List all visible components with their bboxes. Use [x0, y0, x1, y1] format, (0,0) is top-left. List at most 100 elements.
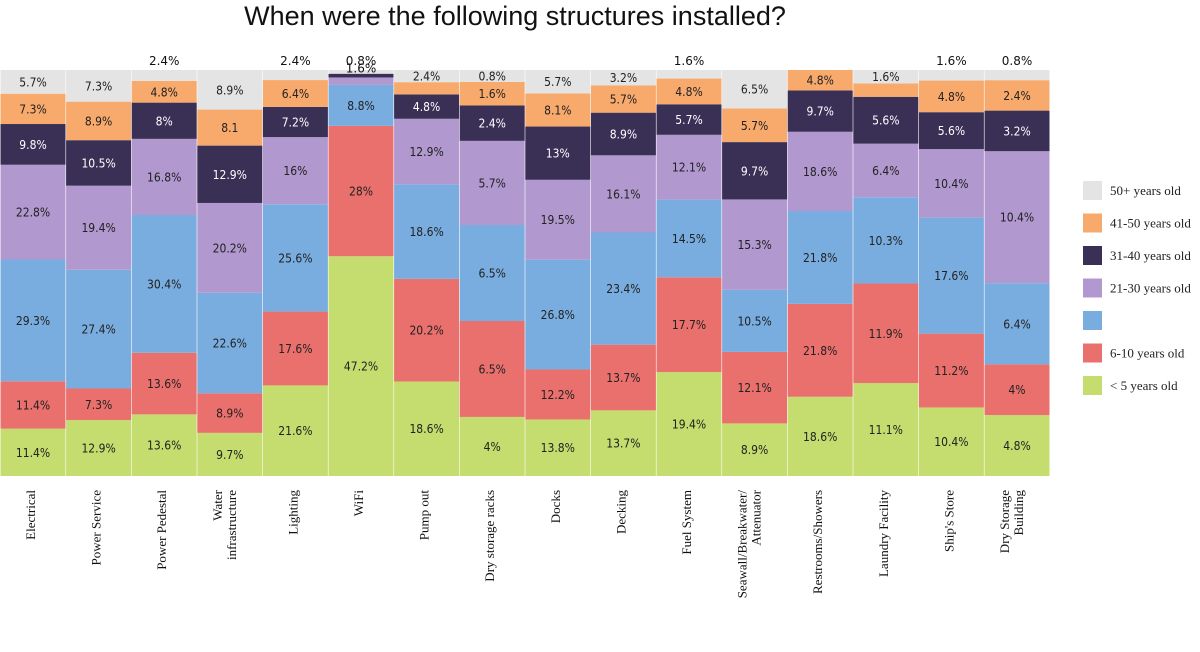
bar-segment-decking-41-50-years-old — [590, 85, 656, 113]
category-labels-group: Electrical Power Service Power Pedestal Wat… — [23, 489, 1026, 598]
bar-segment-dry-storage-building-41-50-years-old — [984, 80, 1050, 111]
bar-segment-lighting-50-years-old — [262, 70, 328, 81]
data-label-restrooms-showers-31-40-years-old: 9.7% — [806, 105, 833, 119]
bar-segment-power-pedestal-series-2 — [131, 215, 197, 353]
data-label-fuel-system-50-years-old: 1.6% — [674, 54, 705, 68]
data-label-seawall-breakwater-attenuator-31-40-years-old: 9.7% — [741, 164, 768, 178]
data-label-ship-s-store-41-50-years-old: 4.8% — [938, 90, 965, 104]
data-label-laundry-facility-50-years-old: 1.6% — [872, 70, 899, 84]
bar-segment-decking-5-years-old — [590, 410, 656, 476]
data-label-ship-s-store-50-years-old: 1.6% — [936, 54, 967, 68]
data-label-dry-storage-building-6-10-years-old: 4% — [1008, 383, 1025, 397]
data-label-electrical-41-50-years-old: 7.3% — [19, 102, 46, 116]
bar-segment-fuel-system-5-years-old — [656, 372, 722, 476]
legend-swatch — [1083, 376, 1102, 395]
bar-segment-ship-s-store-5-years-old — [918, 407, 984, 476]
data-label-electrical-31-40-years-old: 9.8% — [19, 138, 46, 152]
category-label-laundry-facility: Laundry Facility — [876, 490, 891, 578]
bar-segment-decking-6-10-years-old — [590, 344, 656, 411]
data-label-decking-41-50-years-old: 5.7% — [610, 93, 637, 107]
data-label-dry-storage-building-series-2: 6.4% — [1003, 317, 1030, 331]
legend-label: 41-50 years old — [1110, 216, 1191, 231]
bar-segment-wifi-5-years-old — [328, 256, 394, 476]
bar-segment-water-infrastructure-31-40-years-old — [197, 145, 263, 203]
bar-segment-water-infrastructure-5-years-old — [197, 432, 263, 476]
bar-segment-power-pedestal-31-40-years-old — [131, 102, 197, 139]
legend-swatch — [1083, 278, 1102, 298]
legend-swatch — [1083, 181, 1102, 200]
data-label-power-pedestal-5-years-old: 13.6% — [147, 439, 181, 453]
bar-segment-dry-storage-building-50-years-old — [984, 70, 1050, 81]
data-label-docks-21-30-years-old: 19.5% — [541, 213, 575, 227]
legend-swatch — [1083, 246, 1102, 265]
bar-segment-ship-s-store-50-years-old — [918, 70, 984, 81]
bar-segment-lighting-6-10-years-old — [262, 311, 328, 386]
bar-segment-fuel-system-6-10-years-old — [656, 277, 722, 373]
bar-segment-dry-storage-racks-6-10-years-old — [459, 320, 525, 417]
bar-segment-wifi-21-30-years-old — [328, 77, 394, 85]
data-label-power-pedestal-21-30-years-old: 16.8% — [147, 170, 181, 184]
bar-segment-dry-storage-building-5-years-old — [984, 415, 1050, 476]
category-label-power-service: Power Service — [89, 490, 104, 566]
data-label-seawall-breakwater-attenuator-6-10-years-old: 12.1% — [737, 381, 771, 395]
bar-segment-ship-s-store-21-30-years-old — [918, 149, 984, 218]
bar-segment-electrical-5-years-old — [0, 428, 66, 476]
bar-segment-laundry-facility-5-years-old — [853, 383, 919, 476]
data-label-ship-s-store-5-years-old: 10.4% — [934, 435, 968, 449]
chart-title: When were the following structures insta… — [244, 1, 786, 31]
bar-segment-water-infrastructure-series-2 — [197, 292, 263, 394]
data-label-laundry-facility-31-40-years-old: 5.6% — [872, 114, 899, 128]
legend-label: 31-40 years old — [1110, 248, 1191, 263]
data-label-dry-storage-racks-series-2: 6.5% — [478, 267, 505, 281]
bar-segment-dry-storage-racks-21-30-years-old — [459, 140, 525, 226]
data-label-water-infrastructure-5-years-old: 9.7% — [216, 448, 243, 462]
bar-segment-dry-storage-racks-series-2 — [459, 225, 525, 321]
bar-segment-docks-series-2 — [525, 259, 591, 370]
legend-item-50-years-old: 50+ years old — [1083, 181, 1181, 200]
bar-segment-seawall-breakwater-attenuator-series-2 — [722, 289, 788, 352]
bar-segment-docks-21-30-years-old — [525, 179, 591, 260]
data-label-dry-storage-racks-41-50-years-old: 1.6% — [478, 87, 505, 101]
data-label-dry-storage-building-50-years-old: 0.8% — [1002, 54, 1033, 68]
legend-label: < 5 years old — [1110, 378, 1178, 393]
data-label-lighting-6-10-years-old: 17.6% — [278, 342, 312, 356]
data-label-dry-storage-racks-21-30-years-old: 5.7% — [478, 176, 505, 190]
data-label-restrooms-showers-41-50-years-old: 4.8% — [806, 74, 833, 88]
data-label-seawall-breakwater-attenuator-50-years-old: 6.5% — [741, 83, 768, 97]
bar-segment-dry-storage-racks-41-50-years-old — [459, 81, 525, 106]
data-label-docks-6-10-years-old: 12.2% — [541, 388, 575, 402]
data-label-docks-31-40-years-old: 13% — [546, 147, 570, 161]
data-label-lighting-50-years-old: 2.4% — [280, 54, 311, 68]
bar-segment-lighting-5-years-old — [262, 385, 328, 476]
bar-segment-wifi-50-years-old — [328, 70, 394, 74]
bar-segment-power-pedestal-50-years-old — [131, 70, 197, 81]
bar-segment-docks-5-years-old — [525, 419, 591, 476]
data-label-laundry-facility-series-2: 10.3% — [869, 234, 903, 248]
data-label-fuel-system-5-years-old: 19.4% — [672, 418, 706, 432]
data-label-power-service-31-40-years-old: 10.5% — [81, 156, 115, 170]
bar-segment-restrooms-showers-41-50-years-old — [787, 70, 853, 91]
data-label-pump-out-series-2: 18.6% — [409, 225, 443, 239]
data-label-pump-out-21-30-years-old: 12.9% — [409, 145, 443, 159]
data-label-water-infrastructure-6-10-years-old: 8.9% — [216, 407, 243, 421]
bar-segment-electrical-series-2 — [0, 259, 66, 382]
bar-segment-seawall-breakwater-attenuator-41-50-years-old — [722, 108, 788, 143]
data-label-pump-out-50-years-old: 2.4% — [413, 70, 440, 84]
data-label-power-service-21-30-years-old: 19.4% — [81, 221, 115, 235]
data-label-power-service-50-years-old: 7.3% — [85, 79, 112, 93]
bar-segment-power-pedestal-21-30-years-old — [131, 138, 197, 215]
category-label-lighting: Lighting — [285, 490, 300, 535]
data-label-wifi-21-30-years-old: 1.6% — [346, 61, 377, 75]
data-label-laundry-facility-5-years-old: 11.1% — [869, 423, 903, 437]
data-label-power-service-5-years-old: 12.9% — [81, 442, 115, 456]
bar-segment-lighting-31-40-years-old — [262, 106, 328, 138]
bar-segment-dry-storage-racks-50-years-old — [459, 70, 525, 82]
data-label-electrical-21-30-years-old: 22.8% — [16, 206, 50, 220]
bar-segment-ship-s-store-6-10-years-old — [918, 333, 984, 408]
data-label-seawall-breakwater-attenuator-41-50-years-old: 5.7% — [741, 119, 768, 133]
bar-segment-docks-31-40-years-old — [525, 126, 591, 180]
bar-segment-restrooms-showers-series-2 — [787, 211, 853, 304]
category-label-water-infrastructure: Waterinfrastructure — [210, 489, 239, 560]
data-label-lighting-series-2: 25.6% — [278, 251, 312, 265]
